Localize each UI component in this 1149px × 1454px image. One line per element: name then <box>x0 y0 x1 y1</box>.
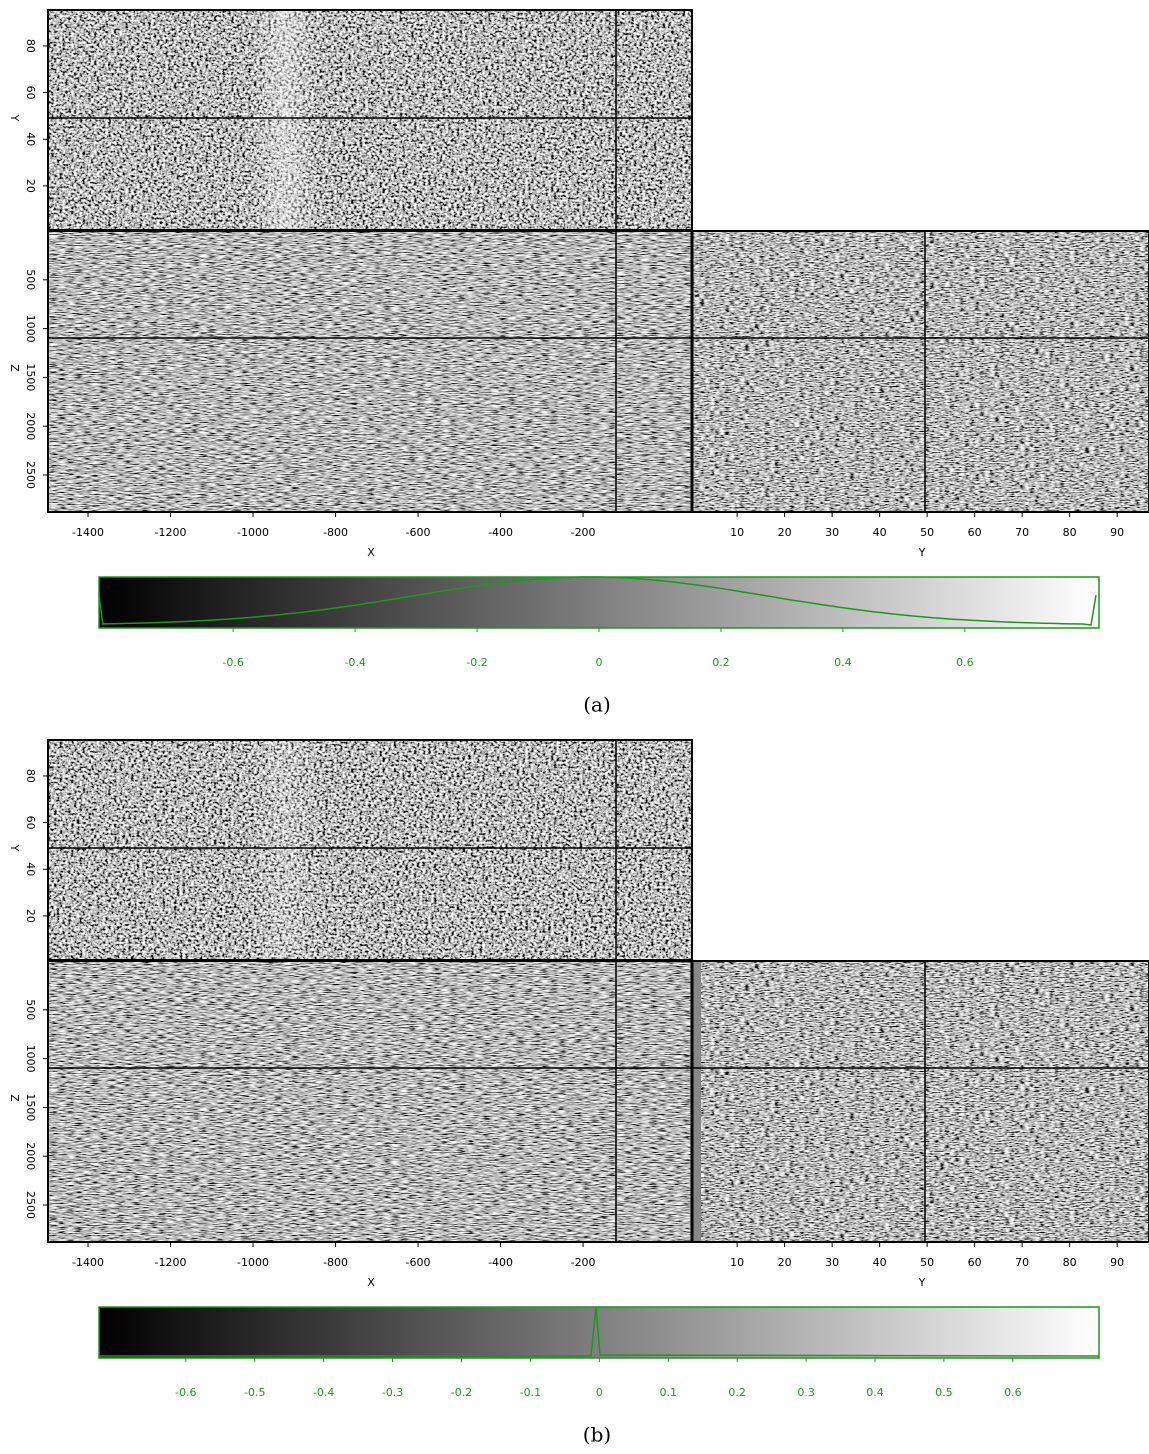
y-tick-label: 60 <box>968 1256 982 1269</box>
panel: -1400 -1200 -1000 -800 -600 -400 -200 X 10 20 30 40… <box>8 739 1149 1447</box>
caption: (a) <box>583 693 611 717</box>
x-tick-label: -800 <box>323 526 348 539</box>
z-axis-label: Z <box>8 364 21 372</box>
y-left-tick-label: 80 <box>24 39 37 53</box>
z-tick-label: 2000 <box>24 1142 37 1170</box>
x-tick-label: -800 <box>323 1256 348 1269</box>
colorbar-tick-label: 0.3 <box>797 1386 815 1399</box>
colorbar-tick-label: -0.6 <box>175 1386 196 1399</box>
frame <box>47 960 1149 1243</box>
colorbar-tick-label: 0.2 <box>728 1386 746 1399</box>
y-left-tick-label: 20 <box>24 909 37 923</box>
xy-slice <box>48 740 692 960</box>
z-tick-label: 500 <box>24 269 37 290</box>
edge-strip <box>693 961 701 1242</box>
colorbar-tick-label: 0.1 <box>660 1386 678 1399</box>
colorbar-tick-label: -0.5 <box>244 1386 265 1399</box>
y-left-tick-label: 40 <box>24 862 37 876</box>
y-tick-label: 70 <box>1015 526 1029 539</box>
y-tick-label: 20 <box>778 526 792 539</box>
colorbar-tick-label: -0.4 <box>344 656 365 669</box>
colorbar-tick-label: -0.3 <box>382 1386 403 1399</box>
y-tick-label: 50 <box>920 526 934 539</box>
y-tick-label: 80 <box>1063 1256 1077 1269</box>
y-tick-label: 80 <box>1063 526 1077 539</box>
y-left-tick-label: 60 <box>24 816 37 830</box>
z-tick-label: 2000 <box>24 412 37 440</box>
colorbar-tick-label: 0.6 <box>956 656 974 669</box>
y-tick-label: 40 <box>873 526 887 539</box>
z-tick-label: 500 <box>24 999 37 1020</box>
x-tick-label: -1400 <box>72 526 104 539</box>
y-tick-label: 30 <box>825 1256 839 1269</box>
colorbar-tick-label: 0 <box>596 1386 603 1399</box>
y-tick-label: 40 <box>873 1256 887 1269</box>
colorbar-tick-label: -0.2 <box>466 656 487 669</box>
y-tick-label: 60 <box>968 526 982 539</box>
colorbar-tick-label: -0.4 <box>313 1386 334 1399</box>
y-tick-label: 10 <box>730 526 744 539</box>
y-tick-label: 90 <box>1110 526 1124 539</box>
x-tick-label: -1400 <box>72 1256 104 1269</box>
y-left-axis-label: Y <box>8 114 21 122</box>
x-axis-label: X <box>367 1276 375 1289</box>
colorbar-tick-label: 0.6 <box>1004 1386 1022 1399</box>
xy-slice <box>48 10 692 230</box>
x-tick-label: -400 <box>488 1256 513 1269</box>
z-axis-label: Z <box>8 1094 21 1102</box>
y-left-axis-label: Y <box>8 844 21 852</box>
y-tick-label: 50 <box>920 1256 934 1269</box>
x-tick-label: -1200 <box>155 1256 187 1269</box>
x-tick-label: -600 <box>406 1256 431 1269</box>
y-tick-label: 70 <box>1015 1256 1029 1269</box>
frame <box>47 230 1149 513</box>
y-left-tick-label: 20 <box>24 179 37 193</box>
y-left-tick-label: 60 <box>24 86 37 100</box>
y-tick-label: 90 <box>1110 1256 1124 1269</box>
xz-slice <box>48 231 692 512</box>
colorbar-tick-label: 0.2 <box>712 656 730 669</box>
y-axis-label: Y <box>918 1276 926 1289</box>
colorbar-tick-label: -0.6 <box>222 656 243 669</box>
yz-slice <box>692 231 1149 512</box>
y-axis-label: Y <box>918 546 926 559</box>
y-tick-label: 20 <box>778 1256 792 1269</box>
y-left-tick-label: 80 <box>24 769 37 783</box>
z-tick-label: 1500 <box>24 1093 37 1121</box>
colorbar-tick-label: 0.5 <box>935 1386 953 1399</box>
y-tick-label: 30 <box>825 526 839 539</box>
x-tick-label: -200 <box>571 1256 596 1269</box>
y-tick-label: 10 <box>730 1256 744 1269</box>
xz-slice <box>48 961 692 1242</box>
x-tick-label: -400 <box>488 526 513 539</box>
y-left-tick-label: 40 <box>24 132 37 146</box>
colorbar-tick-label: 0 <box>596 656 603 669</box>
yz-slice <box>692 961 1149 1242</box>
x-tick-label: -1200 <box>155 526 187 539</box>
x-axis-label: X <box>367 546 375 559</box>
colorbar <box>99 577 1099 628</box>
z-tick-label: 2500 <box>24 1191 37 1219</box>
caption: (b) <box>583 1423 611 1447</box>
bright-stripe <box>250 740 320 960</box>
colorbar-tick-label: 0.4 <box>866 1386 884 1399</box>
z-tick-label: 1000 <box>24 1045 37 1073</box>
colorbar-tick-label: 0.4 <box>834 656 852 669</box>
x-tick-label: -1000 <box>237 1256 269 1269</box>
colorbar-tick-label: -0.1 <box>520 1386 541 1399</box>
z-tick-label: 1000 <box>24 315 37 343</box>
x-tick-label: -1000 <box>237 526 269 539</box>
x-tick-label: -200 <box>571 526 596 539</box>
x-tick-label: -600 <box>406 526 431 539</box>
bright-stripe <box>250 10 320 230</box>
z-tick-label: 1500 <box>24 363 37 391</box>
panel: -1400 -1200 -1000 -800 -600 -400 -200 X 10 20 30 40… <box>8 9 1149 717</box>
colorbar-tick-label: -0.2 <box>451 1386 472 1399</box>
z-tick-label: 2500 <box>24 461 37 489</box>
